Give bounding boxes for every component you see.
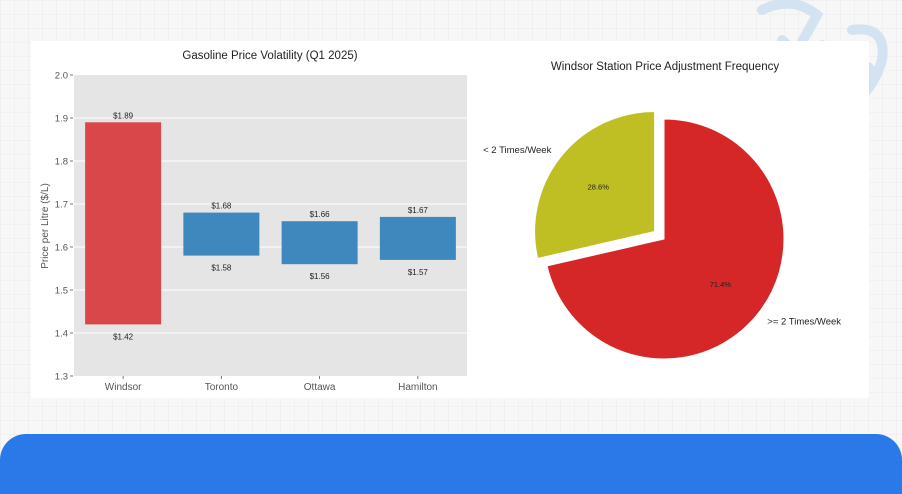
y-tick-label: 1.8 xyxy=(55,157,68,168)
pie-pct-label: 28.6% xyxy=(588,183,610,192)
y-tick-label: 1.4 xyxy=(55,329,68,340)
pie-category-label: < 2 Times/Week xyxy=(483,145,551,156)
bar-hamilton xyxy=(379,216,456,260)
y-tick-label: 1.7 xyxy=(55,200,68,211)
bar-low-label: $1.57 xyxy=(408,268,429,277)
bar-high-label: $1.89 xyxy=(113,111,134,120)
y-tick-label: 1.5 xyxy=(55,286,68,297)
y-axis: 1.3 1.4 1.5 1.6 1.7 1.8 1.9 2.0 xyxy=(55,71,73,383)
pie-pct-label: 71.4% xyxy=(710,280,732,289)
bar-low-label: $1.58 xyxy=(211,264,232,273)
x-tick-label: Ottawa xyxy=(304,382,336,393)
pie-chart: Windsor Station Price Adjustment Frequen… xyxy=(483,61,841,360)
bottom-blue-panel xyxy=(0,434,902,494)
bar-chart-title: Gasoline Price Volatility (Q1 2025) xyxy=(182,50,357,62)
pie-slice-2-or-more xyxy=(546,118,785,360)
bar-chart: Gasoline Price Volatility (Q1 2025) 1.31… xyxy=(40,50,467,393)
y-tick-label: 1.6 xyxy=(55,243,68,254)
y-axis-label: Price per Litre ($/L) xyxy=(40,183,51,269)
pie-slice-less-than-2 xyxy=(534,111,656,260)
bar-high-label: $1.66 xyxy=(310,210,331,219)
y-tick-label: 1.3 xyxy=(55,372,68,383)
bar-low-label: $1.42 xyxy=(113,332,134,341)
bars: $1.89 $1.42 $1.68 $1.58 $1.66 $1.56 $1.67 $1.57 xyxy=(85,111,456,341)
charts-card: Gasoline Price Volatility (Q1 2025) 1.3 1… xyxy=(31,41,869,398)
y-tick-label: 1.9 xyxy=(55,114,68,125)
pie-slices: 28.6% < 2 Times/Week 71.4% >= 2 Times/Week xyxy=(483,111,841,360)
pie-chart-title: Windsor Station Price Adjustment Frequen… xyxy=(551,61,779,73)
pie-category-label: >= 2 Times/Week xyxy=(767,317,841,328)
bar-high-label: $1.67 xyxy=(408,206,429,215)
x-tick-label: Toronto xyxy=(205,382,239,393)
charts-svg: Gasoline Price Volatility (Q1 2025) 1.31… xyxy=(40,50,841,393)
x-tick-label: Windsor xyxy=(105,382,142,393)
bar-low-label: $1.56 xyxy=(310,272,331,281)
bar-toronto xyxy=(183,212,260,256)
bar-windsor xyxy=(85,122,162,325)
x-axis: Windsor Toronto Ottawa Hamilton xyxy=(105,376,438,393)
x-tick-label: Hamilton xyxy=(398,382,437,393)
y-tick-label: 2.0 xyxy=(55,71,68,82)
bar-high-label: $1.68 xyxy=(211,202,232,211)
bar-ottawa xyxy=(281,221,358,265)
